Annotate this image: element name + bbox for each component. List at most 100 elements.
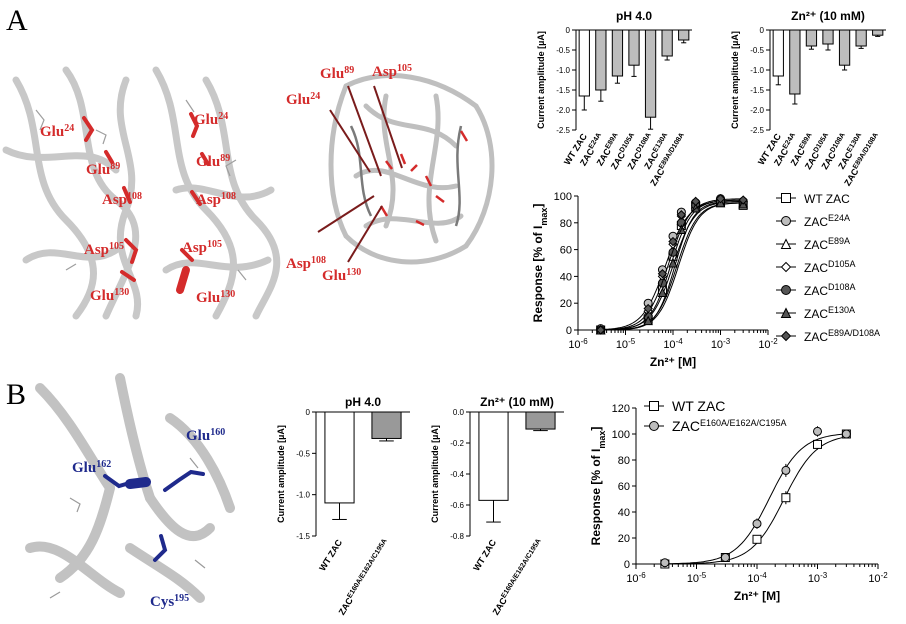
chart-title: pH 4.0 (345, 395, 381, 409)
y-axis-label-base: Response [% of I (589, 449, 603, 546)
panel-letter-b: B (6, 378, 27, 411)
y-tick-label: 40 (560, 271, 572, 283)
residue-label-a1-4-base: Glu (90, 288, 114, 304)
data-point (649, 401, 659, 411)
residue-label-b-0: Glu160 (186, 427, 225, 445)
ribbon-strands-right (152, 66, 281, 320)
residue-label-a1-1-base: Glu (86, 162, 110, 178)
residue-label-a1-9: Glu130 (196, 289, 235, 307)
ribbon-top-view (328, 73, 495, 265)
bar (678, 29, 690, 41)
bar (371, 411, 402, 439)
category-label-base: ZAC (625, 150, 644, 171)
data-point (841, 429, 851, 439)
legend-entry-base: WT ZAC (804, 192, 850, 206)
category-label-base: ZAC (491, 595, 510, 616)
residue-label-b-2: Cys195 (150, 593, 189, 611)
data-point (780, 238, 792, 249)
x-tick-label-exp: -4 (760, 571, 768, 580)
data-point (668, 236, 678, 247)
legend-entry-base: ZAC (804, 330, 828, 344)
bar (595, 29, 607, 91)
data-point (780, 307, 792, 318)
data-point (649, 421, 659, 431)
category-label-base: ZAC (819, 150, 838, 171)
chart-title: Zn²⁺ (10 mM) (480, 395, 554, 409)
y-tick-label: 0 (566, 26, 571, 35)
y-axis-label: Current amplitude [µA] (430, 425, 440, 523)
category-label: WT ZAC (471, 537, 498, 572)
residue-label-a1-8-sup: 105 (207, 239, 222, 250)
bar (772, 29, 784, 77)
x-axis-label: Zn²⁺ [M] (650, 355, 696, 369)
bar (789, 29, 801, 95)
y-tick-label: 120 (612, 403, 630, 415)
data-point (752, 534, 762, 544)
x-tick-label-base: 10 (626, 573, 638, 585)
bar (661, 29, 673, 57)
residue-label-a1-7-base: Asp (196, 192, 221, 208)
y-tick-label: 60 (560, 245, 572, 257)
residue-label-a1-7: Asp108 (196, 191, 236, 209)
y-tick-label: -0.8 (450, 532, 464, 541)
x-tick-label: 10-4 (747, 571, 767, 586)
bar-chart-b-zn: Zn²⁺ (10 mM) 0.0 -0.2 -0.4 -0.6 -0.8 Current a… (430, 395, 564, 617)
legend-entry-base: ZAC (804, 307, 828, 321)
residue-label-a1-3-sup: 105 (109, 241, 124, 252)
y-tick-label: -2.0 (556, 106, 570, 115)
chart-title: pH 4.0 (616, 9, 652, 23)
category-label-sup: D105A (812, 131, 829, 153)
residue-label-a2-2: Glu24 (286, 91, 320, 109)
residue-label-a2-2-sup: 24 (310, 91, 320, 102)
y-tick-label: 100 (612, 429, 630, 441)
data-point (780, 261, 792, 273)
legend-entry: WT ZAC (672, 398, 725, 414)
bar (478, 411, 509, 501)
data-point (657, 269, 668, 279)
bar-chart-b-ph: pH 4.0 0 -0.5 -1.0 -1.5 Current amplitude [µA… (276, 395, 410, 617)
data-point (752, 519, 762, 529)
residue-label-a1-2-base: Asp (102, 192, 127, 208)
chart-title: Zn²⁺ (10 mM) (791, 9, 865, 23)
residue-label-a1-6-base: Glu (196, 154, 220, 170)
x-tick-label: 10-5 (687, 571, 707, 586)
y-tick-label: 0.0 (453, 408, 465, 417)
y-axis-label-sub: max (539, 208, 549, 226)
y-tick-label: -2.0 (750, 106, 764, 115)
residue-label-b-0-base: Glu (186, 428, 210, 444)
x-tick-label-base: 10 (663, 339, 675, 351)
residue-label-a2-0-sup: 89 (344, 65, 354, 76)
y-tick-label: -0.4 (450, 470, 464, 479)
bar (855, 29, 867, 47)
legend-entry-sup: E160A/E162A/C195A (700, 418, 787, 428)
category-label: WT ZAC (317, 537, 344, 572)
residue-label-a1-0-sup: 24 (64, 123, 74, 134)
category-label-sup: D108A (829, 131, 846, 153)
legend-entry-base: WT ZAC (672, 398, 725, 414)
y-tick-label: -0.5 (750, 46, 764, 55)
category-label-sup: D108A (635, 131, 652, 153)
bar (525, 411, 556, 430)
legend-entry-base: ZAC (804, 284, 828, 298)
legend-entry-sup: E89A/D108A (828, 328, 880, 338)
bar (872, 29, 884, 36)
x-tick-label-exp: -5 (699, 571, 707, 580)
residue-labels-a1: Glu24Glu89Asp108Asp105Glu130Glu24Glu89As… (40, 111, 236, 307)
data-point (690, 196, 701, 207)
y-tick-label: 80 (560, 218, 572, 230)
x-tick-label-exp: -4 (676, 337, 684, 346)
data-point (660, 558, 670, 568)
data-point (668, 247, 678, 257)
residue-label-a1-9-base: Glu (196, 290, 220, 306)
legend-entry-base: ZAC (804, 215, 828, 229)
x-tick-label: 10-3 (808, 571, 828, 586)
y-tick-label: -1.5 (296, 532, 310, 541)
data-point (720, 553, 730, 562)
legend-entry: ZACE89A/D108A (804, 328, 880, 344)
x-tick-label-base: 10 (616, 339, 628, 351)
y-axis-label: Current amplitude [µA] (730, 31, 740, 129)
y-tick-label: 20 (618, 533, 630, 545)
residue-label-a2-0: Glu89 (320, 65, 354, 83)
